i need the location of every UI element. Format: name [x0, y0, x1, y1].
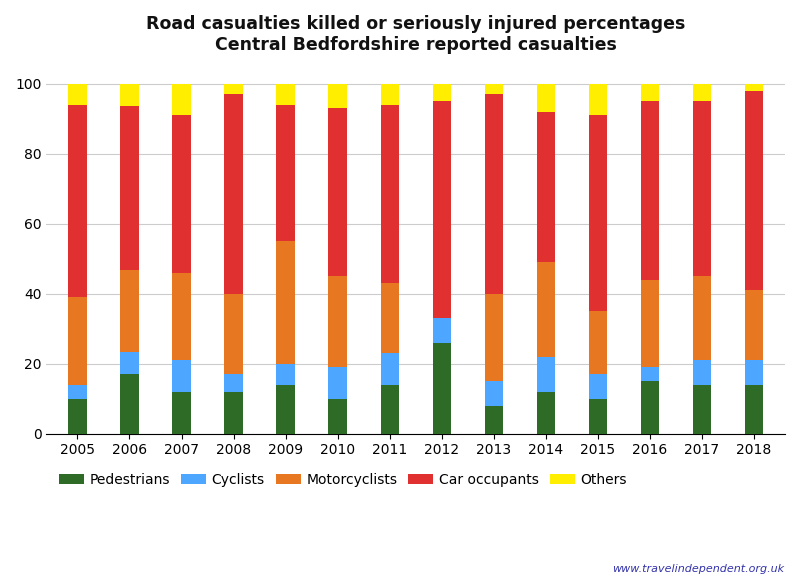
Bar [745, 91, 763, 290]
Bar [329, 84, 346, 108]
Bar [641, 381, 659, 434]
Bar [537, 392, 554, 434]
Bar [329, 108, 346, 276]
Bar [537, 357, 554, 392]
Bar [589, 84, 607, 115]
Bar [329, 276, 346, 367]
Bar [225, 95, 242, 293]
Bar [225, 392, 242, 434]
Bar [277, 105, 294, 241]
Text: www.travelindependent.org.uk: www.travelindependent.org.uk [612, 564, 784, 574]
Bar [693, 385, 711, 434]
Bar [68, 105, 86, 297]
Bar [589, 115, 607, 311]
Bar [485, 293, 502, 381]
Bar [329, 398, 346, 434]
Bar [172, 273, 190, 360]
Bar [120, 270, 138, 351]
Bar [277, 241, 294, 364]
Bar [120, 84, 138, 106]
Bar [277, 364, 294, 385]
Bar [641, 367, 659, 381]
Bar [537, 262, 554, 357]
Bar [225, 84, 242, 95]
Bar [68, 385, 86, 398]
Bar [589, 311, 607, 374]
Bar [641, 102, 659, 280]
Title: Road casualties killed or seriously injured percentages
Central Bedfordshire rep: Road casualties killed or seriously inju… [146, 15, 686, 54]
Bar [485, 405, 502, 434]
Bar [745, 84, 763, 91]
Bar [120, 351, 138, 374]
Bar [537, 112, 554, 262]
Bar [537, 84, 554, 112]
Bar [329, 367, 346, 398]
Bar [381, 353, 398, 385]
Bar [433, 318, 450, 343]
Bar [589, 374, 607, 398]
Bar [641, 84, 659, 102]
Bar [485, 95, 502, 293]
Bar [745, 360, 763, 385]
Legend: Pedestrians, Cyclists, Motorcyclists, Car occupants, Others: Pedestrians, Cyclists, Motorcyclists, Ca… [53, 467, 633, 492]
Bar [745, 385, 763, 434]
Bar [433, 102, 450, 318]
Bar [433, 343, 450, 434]
Bar [381, 105, 398, 283]
Bar [68, 398, 86, 434]
Bar [693, 84, 711, 102]
Bar [485, 84, 502, 95]
Bar [172, 360, 190, 392]
Bar [693, 360, 711, 385]
Bar [277, 84, 294, 105]
Bar [225, 293, 242, 374]
Bar [693, 276, 711, 360]
Bar [172, 115, 190, 273]
Bar [381, 385, 398, 434]
Bar [433, 84, 450, 102]
Bar [277, 385, 294, 434]
Bar [120, 106, 138, 270]
Bar [68, 297, 86, 385]
Bar [589, 398, 607, 434]
Bar [68, 84, 86, 105]
Bar [693, 102, 711, 276]
Bar [172, 392, 190, 434]
Bar [225, 374, 242, 392]
Bar [381, 283, 398, 353]
Bar [641, 280, 659, 367]
Bar [381, 84, 398, 105]
Bar [172, 84, 190, 115]
Bar [485, 381, 502, 405]
Bar [745, 290, 763, 360]
Bar [120, 374, 138, 434]
